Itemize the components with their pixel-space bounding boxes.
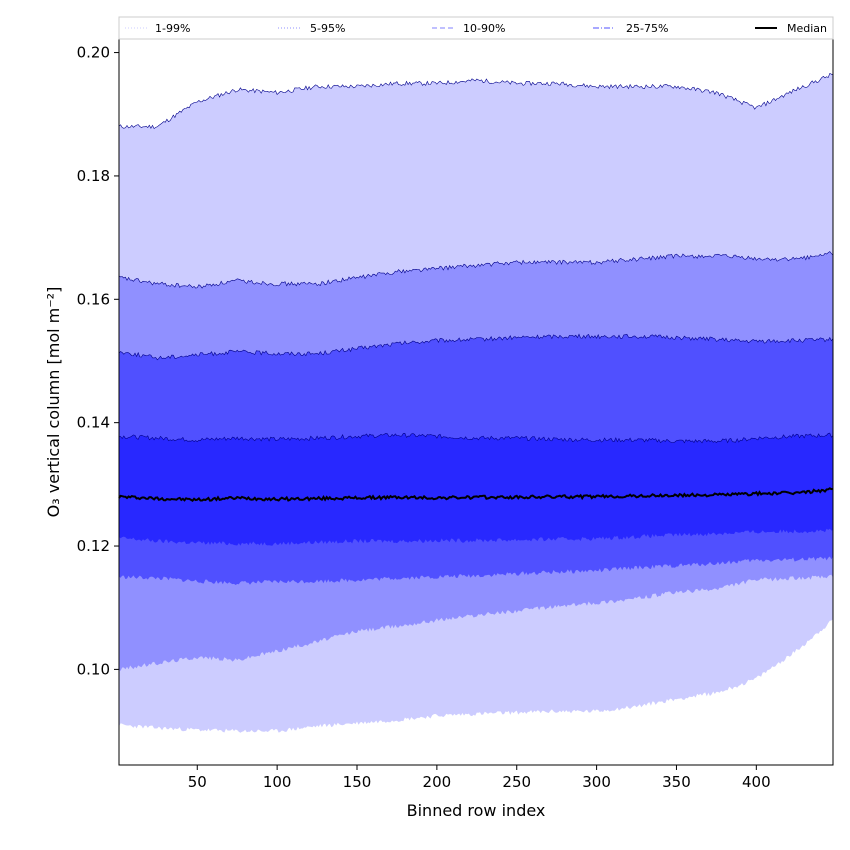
x-tick-label: 50	[188, 773, 207, 791]
x-axis-label: Binned row index	[407, 801, 546, 820]
x-axis: 50 100 150 200 250 300 350 400	[188, 765, 771, 791]
band-25-75%	[119, 433, 833, 546]
y-axis-label: O₃ vertical column [mol m⁻²]	[44, 287, 63, 518]
x-tick-label: 150	[343, 773, 372, 791]
y-tick-label: 0.20	[77, 44, 110, 62]
band-upper-edge-5-95%	[118, 251, 834, 289]
y-tick-label: 0.18	[77, 167, 110, 185]
legend-label-5-95%: 5-95%	[310, 22, 345, 35]
y-tick-label: 0.16	[77, 290, 110, 308]
median-layer	[118, 487, 834, 502]
x-tick-label: 400	[742, 773, 771, 791]
y-tick-label: 0.12	[77, 537, 110, 555]
legend-box	[118, 16, 834, 40]
legend: 1-99% 5-95% 10-90% 25-75% Median	[118, 16, 834, 40]
y-axis: 0.10 0.12 0.14 0.16 0.18 0.20	[77, 44, 119, 678]
band-upper-edge-25-75%	[118, 432, 834, 444]
band-edges-layer	[118, 72, 834, 444]
band-upper-edge-10-90%	[118, 333, 834, 361]
band-upper-edge-1-99%	[118, 72, 834, 130]
y-tick-label: 0.14	[77, 414, 110, 432]
x-tick-label: 100	[263, 773, 292, 791]
median-line	[118, 487, 834, 502]
x-tick-label: 250	[502, 773, 531, 791]
x-tick-label: 300	[582, 773, 611, 791]
legend-label-1-99%: 1-99%	[155, 22, 190, 35]
legend-label-10-90%: 10-90%	[463, 22, 505, 35]
x-tick-label: 200	[423, 773, 452, 791]
x-tick-label: 350	[662, 773, 691, 791]
legend-label-Median: Median	[787, 22, 827, 35]
bands-layer	[119, 73, 833, 733]
legend-label-25-75%: 25-75%	[626, 22, 668, 35]
y-tick-label: 0.10	[77, 660, 110, 678]
